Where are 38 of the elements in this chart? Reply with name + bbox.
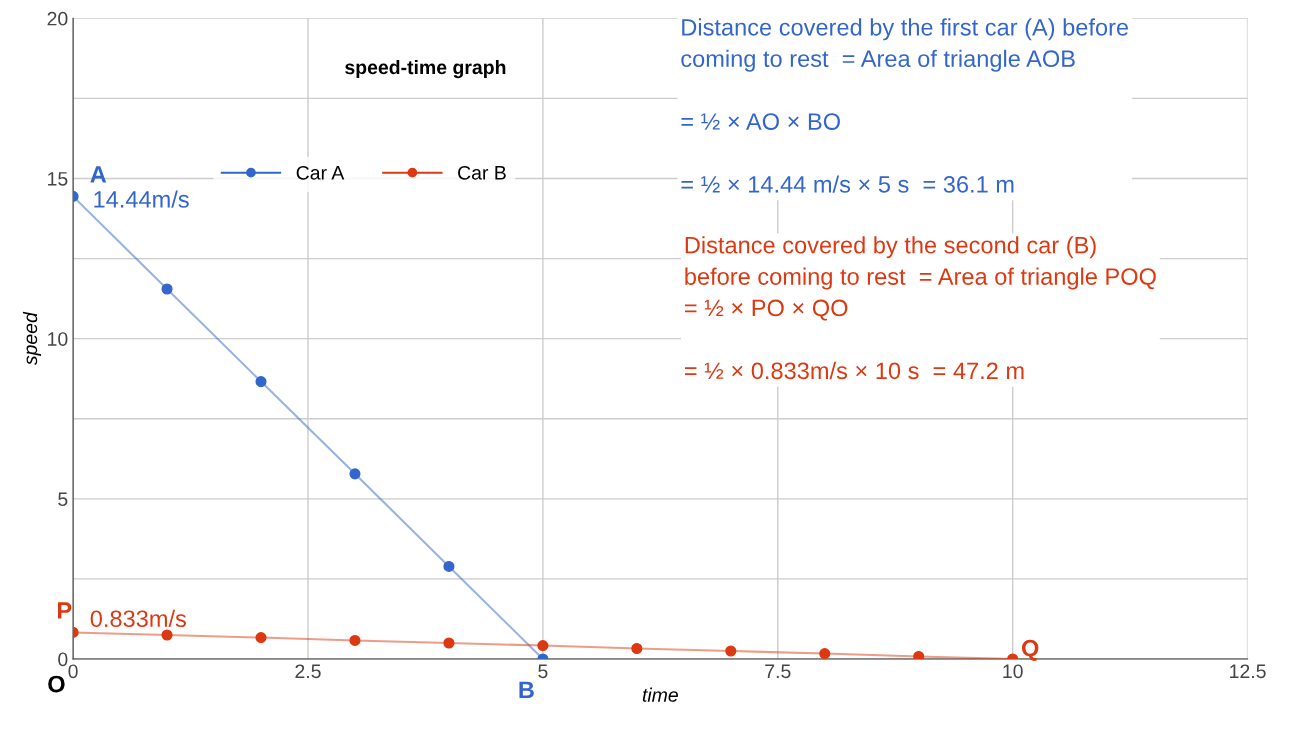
x-tick-label: 12.5	[1230, 664, 1266, 679]
legend-label: Car A	[296, 165, 345, 180]
y-tick-label: 10	[48, 332, 68, 346]
annotation: A	[90, 166, 107, 183]
point	[161, 283, 173, 295]
x-tick-label: 10	[1003, 664, 1023, 679]
point	[349, 634, 361, 646]
text: Distance covered by the second car (B) before coming to rest = Area of triangle POQ = ½ × PO × QO = ½ × 0.833m/s × 10 s = 47.2 m	[684, 236, 1156, 380]
x-tick-label: 7.5	[765, 664, 791, 679]
point	[537, 640, 549, 652]
text: O	[48, 675, 65, 693]
point	[443, 560, 455, 572]
annotation: P	[57, 602, 72, 619]
annotation: B	[519, 681, 534, 698]
y-axis-title: speed	[22, 311, 42, 366]
annotation: Q	[1021, 639, 1039, 661]
y-tick-label: 20	[47, 11, 68, 26]
annotation: 0.833m/s	[90, 609, 187, 628]
point	[913, 650, 925, 660]
legend-label: Car B	[458, 165, 506, 180]
x-tick-label: 0	[68, 664, 78, 679]
x-axis-title: time	[642, 687, 678, 702]
point	[255, 376, 267, 388]
x-tick-label: 2.5	[295, 664, 321, 679]
point	[349, 468, 361, 480]
point	[161, 629, 173, 641]
text: Distance covered by the first car (A) before coming to rest = Area of triangle AOB = ½ × AO × BO = ½ × 14.44 m/s × 5 s = 36.1 m	[681, 18, 1129, 193]
y-tick-label: 0	[58, 652, 68, 667]
x-tick-label: 5	[538, 664, 548, 679]
point	[725, 645, 737, 657]
point	[255, 631, 267, 644]
text: speed-time graph	[345, 59, 506, 79]
point	[443, 637, 455, 649]
y-tick-label: 15	[48, 172, 68, 186]
point	[819, 648, 831, 660]
point	[631, 642, 643, 655]
y-tick-label: 5	[58, 492, 68, 507]
annotation: 14.44m/s	[94, 190, 189, 208]
